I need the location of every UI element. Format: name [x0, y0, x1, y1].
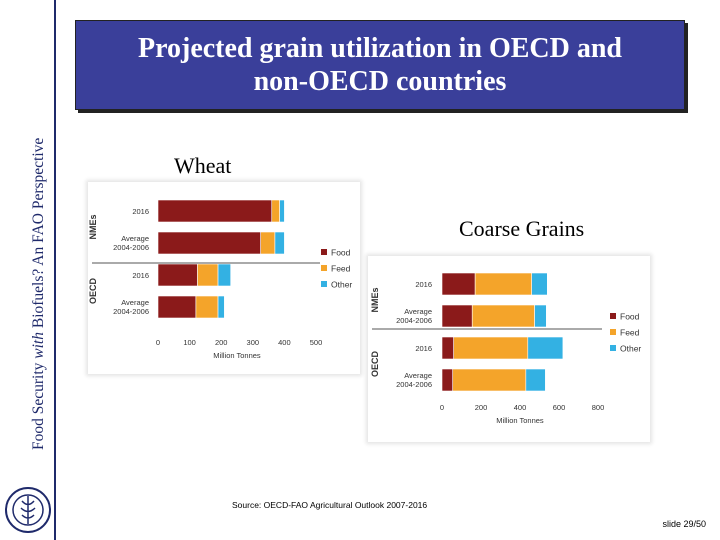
legend-label-other: Other	[620, 344, 641, 354]
x-tick-label: 400	[514, 403, 527, 412]
bar-food	[157, 295, 197, 319]
bar-food	[441, 272, 476, 296]
bar-feed	[452, 368, 527, 392]
sidebar-title: Food Security with Biofuels? An FAO Pers…	[30, 30, 48, 450]
page-title: Projected grain utilization in OECD and …	[137, 33, 623, 97]
group-label-oecd: OECD	[88, 278, 98, 305]
bar-other	[531, 272, 548, 296]
bar-feed	[260, 231, 276, 255]
x-tick-label: 300	[247, 338, 260, 347]
sidebar: Food Security with Biofuels? An FAO Pers…	[0, 0, 54, 540]
bar-food	[157, 231, 261, 255]
x-tick-label: 100	[183, 338, 196, 347]
bar-food	[441, 336, 454, 360]
category-label: Average 2004-2006	[396, 371, 432, 389]
x-tick-label: 800	[592, 403, 605, 412]
bar-food	[441, 304, 473, 328]
legend-swatch-other	[610, 345, 616, 351]
x-tick-label: 400	[278, 338, 291, 347]
bar-other	[527, 336, 564, 360]
slide-number: slide 29/50	[662, 519, 706, 529]
legend-swatch-feed	[610, 329, 616, 335]
bar-feed	[195, 295, 219, 319]
category-label: 2016	[132, 271, 149, 280]
bar-other	[534, 304, 547, 328]
bar-feed	[474, 272, 533, 296]
sidebar-title-suffix: Biofuels? An FAO Perspective	[30, 137, 47, 333]
category-label: Average 2004-2006	[113, 234, 149, 252]
bar-other	[217, 263, 231, 287]
category-label-line: 2004-2006	[396, 380, 432, 389]
source-text: OECD-FAO Agricultural Outlook 2007-2016	[263, 500, 428, 510]
group-label-nmes: NMEs	[88, 214, 98, 239]
bar-feed	[271, 199, 280, 223]
legend-swatch-food	[610, 313, 616, 319]
legend-swatch-feed	[321, 265, 327, 271]
category-label-line: 2004-2006	[113, 307, 149, 316]
title-box: Projected grain utilization in OECD and …	[75, 20, 685, 110]
x-tick-label: 200	[475, 403, 488, 412]
sidebar-title-italic: with	[30, 332, 47, 359]
sidebar-divider	[54, 0, 56, 540]
x-tick-label: 0	[156, 338, 160, 347]
category-label: 2016	[132, 207, 149, 216]
x-tick-label: 600	[553, 403, 566, 412]
x-tick-label: 500	[310, 338, 323, 347]
bar-feed	[453, 336, 529, 360]
group-label-oecd: OECD	[370, 351, 380, 378]
category-label: 2016	[415, 344, 432, 353]
category-label-line: 2004-2006	[396, 316, 432, 325]
category-label: Average 2004-2006	[396, 307, 432, 325]
bar-food	[441, 368, 454, 392]
legend-label-feed: Feed	[620, 328, 640, 338]
category-label-line: Average	[404, 371, 432, 380]
category-label-line: Average	[121, 298, 149, 307]
category-label-line: Average	[404, 307, 432, 316]
source-prefix: Source:	[232, 500, 264, 510]
category-label-line: Average	[121, 234, 149, 243]
bar-other	[525, 368, 546, 392]
coarse-grains-chart: NMEs OECD 2016 Average 2004-2006 2016 Average 2…	[368, 256, 650, 442]
legend-label-food: Food	[620, 312, 640, 322]
sidebar-title-prefix: Food Security	[30, 358, 47, 450]
wheat-chart: NMEs OECD 2016 Average 2004-2006 2016 Average 2…	[88, 182, 360, 374]
legend-swatch-other	[321, 281, 327, 287]
x-axis-label: Million Tonnes	[496, 416, 544, 425]
bar-food	[157, 199, 273, 223]
x-tick-label: 200	[215, 338, 228, 347]
legend-label-feed: Feed	[331, 264, 351, 274]
bar-other	[279, 199, 285, 223]
bar-feed	[197, 263, 219, 287]
category-label: 2016	[415, 280, 432, 289]
group-label-nmes: NMEs	[370, 287, 380, 312]
legend-swatch-food	[321, 249, 327, 255]
legend-label-other: Other	[331, 280, 352, 290]
bar-other	[217, 295, 225, 319]
bar-other	[274, 231, 285, 255]
coarse-grains-chart-title: Coarse Grains	[459, 216, 585, 241]
x-tick-label: 0	[440, 403, 444, 412]
legend-label-food: Food	[331, 248, 351, 258]
x-axis-label: Million Tonnes	[213, 351, 261, 360]
wheat-chart-title: Wheat	[174, 153, 232, 178]
category-label-line: 2004-2006	[113, 243, 149, 252]
source-note: Source: OECD-FAO Agricultural Outlook 20…	[232, 500, 427, 510]
fao-logo-icon	[5, 487, 51, 533]
category-label: Average 2004-2006	[113, 298, 149, 316]
bar-food	[157, 263, 198, 287]
bar-feed	[471, 304, 535, 328]
